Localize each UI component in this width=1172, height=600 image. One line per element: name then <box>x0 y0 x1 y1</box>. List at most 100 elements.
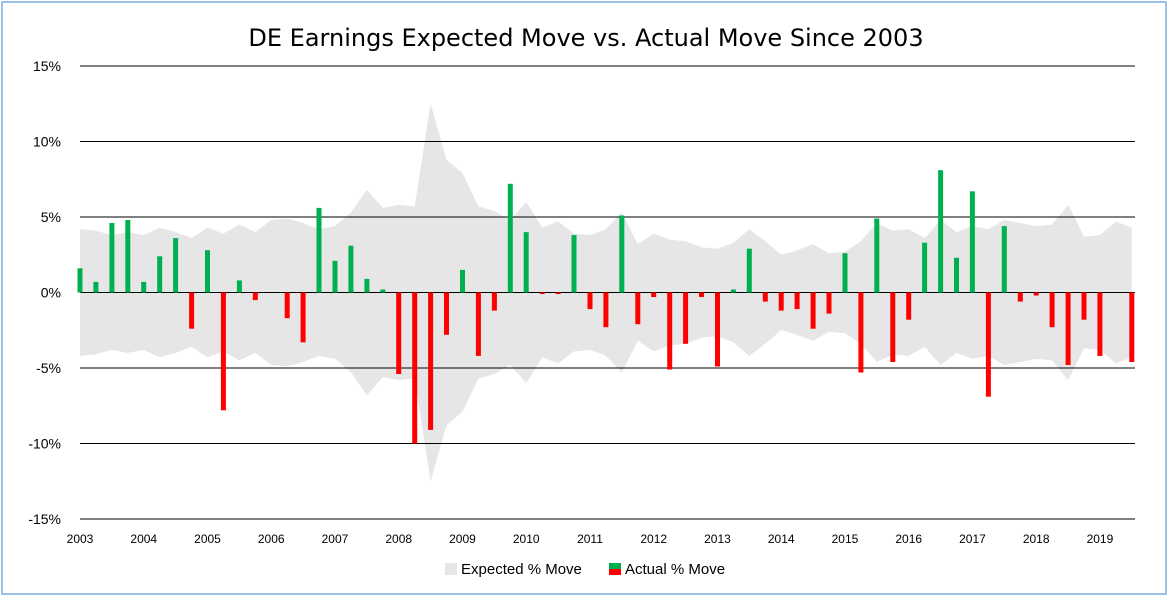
y-tick-label: 0% <box>41 285 61 301</box>
actual-move-bar <box>874 218 880 293</box>
actual-move-bar <box>380 289 386 293</box>
actual-move-bar <box>364 278 370 293</box>
legend-swatch-actual-negative <box>609 569 621 575</box>
actual-move-bar <box>444 292 449 335</box>
chart-title: DE Earnings Expected Move vs. Actual Mov… <box>248 24 923 52</box>
actual-move-bar <box>173 238 179 293</box>
actual-move-bar <box>1001 226 1007 293</box>
actual-move-bar <box>1033 292 1039 296</box>
actual-move-bar <box>715 292 720 367</box>
x-axis-ticks: 2003 2004 2005 2006 2007 2008 2009 2010 2011 2012… <box>67 532 1114 546</box>
actual-move-bar <box>412 292 418 444</box>
actual-move-bar <box>396 292 402 374</box>
actual-move-bar <box>1097 292 1103 356</box>
legend-swatch-actual-positive <box>609 563 621 569</box>
actual-move-bar <box>555 292 561 294</box>
actual-move-bar <box>1017 292 1023 302</box>
actual-move-bar <box>810 292 816 329</box>
actual-move-bar <box>1081 292 1087 320</box>
actual-move-bar <box>475 292 481 356</box>
x-tick-label: 2016 <box>895 532 922 546</box>
x-tick-label: 2014 <box>768 532 795 546</box>
x-tick-label: 2006 <box>258 532 285 546</box>
actual-move-bar <box>141 281 147 293</box>
actual-move-bar <box>619 215 625 293</box>
actual-move-bar <box>523 232 529 293</box>
actual-move-bar <box>842 253 848 293</box>
actual-move-bar <box>890 292 896 362</box>
x-tick-label: 2004 <box>130 532 157 546</box>
legend-label-actual: Actual % Move <box>625 561 725 578</box>
legend-swatch-expected <box>445 563 457 575</box>
actual-move-bar <box>205 250 210 293</box>
actual-move-bar <box>1129 292 1135 362</box>
y-axis-ticks: 15% 10% 5% 0% -5% -10% -15% <box>28 58 61 527</box>
actual-move-bar <box>730 289 736 293</box>
actual-move-bar <box>826 292 832 314</box>
x-tick-label: 2015 <box>832 532 859 546</box>
actual-move-bar <box>93 281 99 293</box>
x-tick-label: 2017 <box>959 532 986 546</box>
actual-move-bar <box>1065 292 1071 365</box>
y-tick-label: -5% <box>36 360 61 376</box>
actual-move-bar <box>507 183 513 293</box>
actual-move-bar <box>428 292 434 430</box>
actual-move-bar <box>906 292 912 320</box>
actual-move-bar <box>969 191 975 293</box>
x-tick-label: 2013 <box>704 532 731 546</box>
actual-move-bar <box>460 269 465 293</box>
actual-move-bar <box>539 292 545 294</box>
actual-move-bar <box>954 257 959 293</box>
actual-move-bar <box>300 292 306 343</box>
x-tick-label: 2012 <box>640 532 667 546</box>
y-tick-label: -15% <box>28 511 61 527</box>
actual-move-bar <box>667 292 673 370</box>
y-tick-label: 15% <box>33 58 61 74</box>
y-tick-label: -10% <box>28 436 61 452</box>
actual-move-bar <box>587 292 593 310</box>
actual-move-bar <box>699 292 704 297</box>
actual-move-bar <box>1049 292 1055 328</box>
actual-move-bar <box>603 292 609 328</box>
actual-move-bar <box>491 292 497 311</box>
actual-move-bar <box>284 292 290 319</box>
y-tick-label: 10% <box>33 134 61 150</box>
actual-move-bar <box>157 256 163 293</box>
actual-move-bar <box>189 292 195 329</box>
actual-move-bar <box>938 170 944 293</box>
actual-move-bar <box>683 292 689 344</box>
actual-move-bar <box>77 268 83 293</box>
actual-move-bar <box>651 292 657 297</box>
y-tick-label: 5% <box>41 209 61 225</box>
x-tick-label: 2009 <box>449 532 476 546</box>
legend-label-expected: Expected % Move <box>461 561 582 578</box>
x-tick-label: 2008 <box>385 532 412 546</box>
actual-move-bar <box>762 292 768 302</box>
actual-move-bars <box>77 170 1135 444</box>
actual-move-bar <box>746 248 752 293</box>
x-tick-label: 2018 <box>1023 532 1050 546</box>
actual-move-bar <box>316 207 322 293</box>
x-tick-label: 2019 <box>1087 532 1114 546</box>
actual-move-bar <box>236 280 242 293</box>
x-tick-label: 2007 <box>322 532 349 546</box>
gridlines <box>80 65 1135 520</box>
x-tick-label: 2011 <box>577 532 603 546</box>
actual-move-bar <box>858 292 864 373</box>
x-tick-label: 2010 <box>513 532 540 546</box>
actual-move-bar <box>348 245 354 293</box>
actual-move-bar <box>778 292 784 311</box>
actual-move-bar <box>571 235 577 293</box>
actual-move-bar <box>332 260 338 293</box>
actual-move-bar <box>922 242 928 293</box>
x-tick-label: 2003 <box>67 532 94 546</box>
legend: Expected % Move Actual % Move <box>445 561 725 578</box>
actual-move-bar <box>220 292 226 411</box>
actual-move-bar <box>109 223 115 293</box>
actual-move-bar <box>635 292 641 325</box>
actual-move-bar <box>252 292 258 301</box>
x-tick-label: 2005 <box>194 532 221 546</box>
actual-move-bar <box>985 292 991 397</box>
actual-move-bar <box>794 292 800 310</box>
